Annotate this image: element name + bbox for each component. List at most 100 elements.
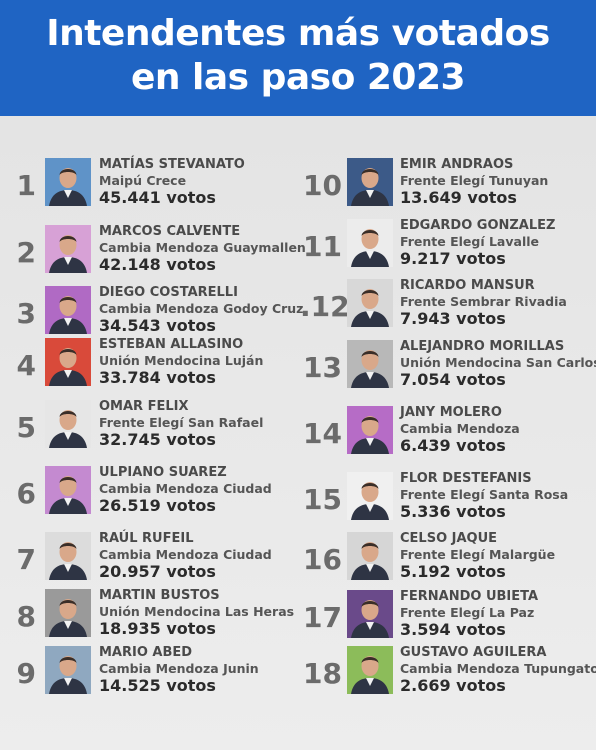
candidate-name: FERNANDO UBIETA (400, 589, 539, 604)
ranking-list: 1 MATÍAS STEVANATO Maipú Crece 45.441 votos… (0, 116, 596, 750)
rank-number: 8 (16, 600, 36, 633)
candidate-party: Cambia Mendoza Junin (99, 661, 259, 676)
candidate-votes: 7.054 votos (400, 370, 506, 389)
candidate-party: Frente Elegí Lavalle (400, 234, 540, 249)
candidate-votes: 18.935 votos (99, 619, 216, 638)
rank-number: 14 (303, 417, 342, 450)
candidate-photo (45, 338, 91, 386)
rank-number: 18 (303, 657, 342, 690)
candidate-entry: 10 EMIR ANDRAOS Frente Elegí Tunuyan 13.649… (300, 157, 596, 214)
header-banner: Intendentes más votados en las paso 2023 (0, 0, 596, 116)
candidate-name: RICARDO MANSUR (400, 278, 535, 293)
candidate-photo (347, 532, 393, 580)
candidate-name: MARCOS CALVENTE (99, 224, 241, 239)
candidate-votes: 33.784 votos (99, 368, 216, 387)
candidate-entry: 7 RAÚL RUFEIL Cambia Mendoza Ciudad 20.957 … (0, 531, 300, 588)
candidate-name: ULPIANO SUAREZ (99, 465, 227, 480)
candidate-votes: 9.217 votos (400, 249, 506, 268)
candidate-entry: 6 ULPIANO SUAREZ Cambia Mendoza Ciudad 26.5… (0, 465, 300, 522)
candidate-name: EDGARDO GONZALEZ (400, 218, 556, 233)
candidate-votes: 13.649 votos (400, 188, 517, 207)
candidate-photo (45, 466, 91, 514)
candidate-name: GUSTAVO AGUILERA (400, 645, 547, 660)
candidate-name: EMIR ANDRAOS (400, 157, 514, 172)
candidate-votes: 2.669 votos (400, 676, 506, 695)
title-line-2: en las paso 2023 (130, 57, 466, 98)
candidate-votes: 32.745 votos (99, 430, 216, 449)
candidate-entry: 9 MARIO ABED Cambia Mendoza Junin 14.525 vo… (0, 645, 300, 702)
candidate-entry: 2 MARCOS CALVENTE Cambia Mendoza Guaymalle… (0, 224, 306, 281)
rank-number: 5 (16, 411, 36, 444)
rank-number: 6 (16, 477, 36, 510)
candidate-party: Frente Elegí Santa Rosa (400, 487, 569, 502)
candidate-votes: 20.957 votos (99, 562, 216, 581)
candidate-party: Frente Elegí Malargüe (400, 547, 556, 562)
candidate-photo (45, 646, 91, 694)
candidate-party: Unión Mendocina San Carlos (400, 355, 596, 370)
candidate-name: OMAR FELIX (99, 399, 189, 414)
candidate-entry: 1 MATÍAS STEVANATO Maipú Crece 45.441 votos (0, 157, 300, 214)
candidate-photo (45, 400, 91, 448)
candidate-photo (347, 279, 393, 327)
candidate-party: Frente Elegí Tunuyan (400, 173, 549, 188)
candidate-photo (45, 532, 91, 580)
candidate-votes: 45.441 votos (99, 188, 216, 207)
candidate-votes: 5.192 votos (400, 562, 506, 581)
candidate-party: Frente Elegí San Rafael (99, 415, 264, 430)
candidate-photo (347, 219, 393, 267)
candidate-photo (347, 472, 393, 520)
candidate-entry: 3 DIEGO COSTARELLI Cambia Mendoza Godoy Cr… (0, 285, 304, 342)
candidate-party: Unión Mendocina Las Heras (99, 604, 295, 619)
rank-number: 15 (303, 483, 342, 516)
candidate-votes: 3.594 votos (400, 620, 506, 639)
rank-number: 3 (16, 297, 36, 330)
candidate-name: RAÚL RUFEIL (99, 531, 194, 546)
candidate-entry: 16 CELSO JAQUE Frente Elegí Malargüe 5.192 … (300, 531, 596, 588)
candidate-party: Unión Mendocina Luján (99, 353, 264, 368)
candidate-party: Cambia Mendoza (400, 421, 520, 436)
candidate-name: JANY MOLERO (400, 405, 502, 420)
candidate-name: MATÍAS STEVANATO (99, 157, 245, 172)
candidate-votes: 14.525 votos (99, 676, 216, 695)
candidate-party: Cambia Mendoza Godoy Cruz (99, 301, 304, 316)
rank-number: 7 (16, 543, 36, 576)
candidate-name: DIEGO COSTARELLI (99, 285, 238, 300)
candidate-votes: 34.543 votos (99, 316, 216, 335)
candidate-entry: 8 MARTIN BUSTOS Unión Mendocina Las Heras 1… (0, 588, 300, 645)
title-line-1: Intendentes más votados (46, 13, 550, 54)
candidate-name: ESTEBAN ALLASINO (99, 337, 244, 352)
candidate-party: Frente Sembrar Rivadia (400, 294, 567, 309)
candidate-entry: 5 OMAR FELIX Frente Elegí San Rafael 32.745… (0, 399, 300, 456)
candidate-photo (45, 286, 91, 334)
rank-number: 17 (303, 601, 342, 634)
rank-number: 9 (16, 657, 36, 690)
candidate-party: Cambia Mendoza Tupungato (400, 661, 596, 676)
candidate-photo (347, 158, 393, 206)
candidate-name: ALEJANDRO MORILLAS (400, 339, 565, 354)
candidate-name: MARIO ABED (99, 645, 193, 660)
candidate-entry: 18 GUSTAVO AGUILERA Cambia Mendoza Tupunga… (300, 645, 596, 702)
candidate-photo (45, 158, 91, 206)
candidate-party: Maipú Crece (99, 173, 187, 188)
candidate-votes: 42.148 votos (99, 255, 216, 274)
candidate-party: Cambia Mendoza Ciudad (99, 547, 272, 562)
rank-number: 13 (303, 351, 342, 384)
candidate-photo (347, 590, 393, 638)
candidate-entry: 14 JANY MOLERO Cambia Mendoza 6.439 votos (300, 405, 596, 462)
candidate-entry: 17 FERNANDO UBIETA Frente Elegí La Paz 3.59… (300, 589, 596, 646)
candidate-photo (347, 406, 393, 454)
rank-number: 10 (303, 169, 342, 202)
candidate-party: Frente Elegí La Paz (400, 605, 535, 620)
candidate-photo (347, 340, 393, 388)
candidate-entry: .12 RICARDO MANSUR Frente Sembrar Rivadia 7… (300, 278, 596, 335)
rank-number: .12 (300, 290, 350, 323)
candidate-entry: 4 ESTEBAN ALLASINO Unión Mendocina Luján 33… (0, 337, 300, 394)
candidate-entry: 15 FLOR DESTEFANIS Frente Elegí Santa Rosa… (300, 471, 596, 528)
candidate-votes: 7.943 votos (400, 309, 506, 328)
rank-number: 1 (16, 169, 36, 202)
candidate-votes: 5.336 votos (400, 502, 506, 521)
candidate-photo (45, 589, 91, 637)
candidate-party: Cambia Mendoza Guaymallen (99, 240, 306, 255)
candidate-name: MARTIN BUSTOS (99, 588, 220, 603)
candidate-photo (45, 225, 91, 273)
